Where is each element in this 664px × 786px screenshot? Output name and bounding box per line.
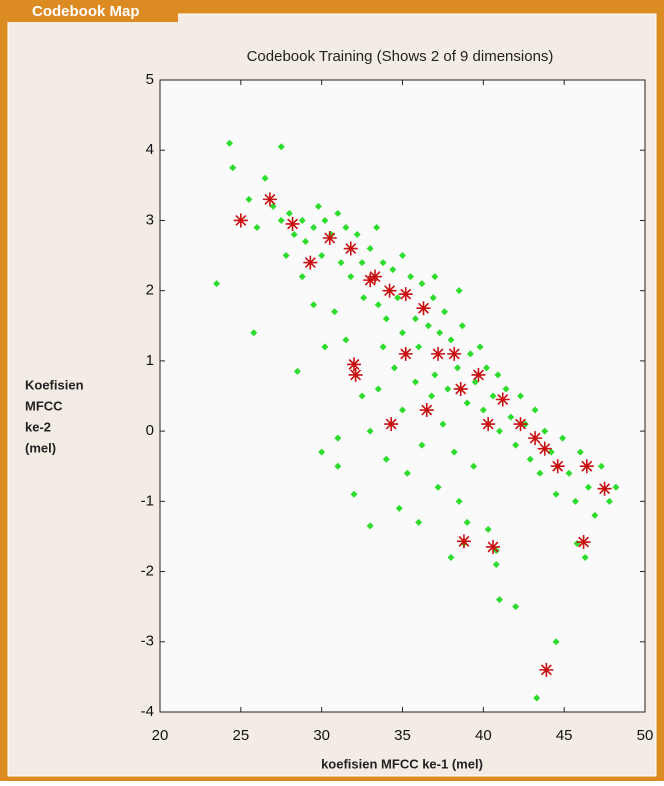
y-axis-label-line: MFCC — [25, 398, 63, 413]
y-tick-label: 3 — [146, 211, 154, 228]
codebook-point — [384, 417, 398, 431]
codebook-point — [420, 403, 434, 417]
codebook-point — [263, 192, 277, 206]
x-tick-label: 30 — [313, 727, 330, 744]
window: Codebook Map Codebook Training (Shows 2 … — [0, 0, 664, 781]
y-tick-label: 5 — [146, 71, 154, 88]
codebook-point — [383, 284, 397, 298]
y-axis-label-line: (mel) — [25, 440, 56, 455]
y-tick-label: -1 — [141, 492, 154, 509]
codebook-point — [431, 347, 445, 361]
codebook-point — [323, 231, 337, 245]
chart-title: Codebook Training (Shows 2 of 9 dimensio… — [247, 48, 554, 65]
x-tick-label: 40 — [475, 727, 492, 744]
codebook-point — [496, 393, 510, 407]
y-tick-label: -3 — [141, 633, 154, 650]
y-tick-label: 4 — [146, 141, 154, 158]
codebook-point — [286, 217, 300, 231]
y-axis-label-line: ke-2 — [25, 419, 51, 434]
codebook-point — [399, 347, 413, 361]
plot-area — [160, 80, 645, 712]
codebook-point — [347, 357, 361, 371]
window-title: Codebook Map — [32, 3, 140, 20]
x-tick-label: 50 — [637, 727, 654, 744]
codebook-point — [368, 270, 382, 284]
codebook-point — [454, 382, 468, 396]
codebook-point — [349, 368, 363, 382]
y-tick-label: 0 — [146, 422, 154, 439]
y-tick-label: -4 — [141, 703, 154, 720]
codebook-point — [344, 242, 358, 256]
codebook-point — [514, 417, 528, 431]
x-tick-label: 35 — [394, 727, 411, 744]
x-tick-label: 20 — [152, 727, 169, 744]
codebook-point — [486, 540, 500, 554]
codebook-point — [417, 301, 431, 315]
codebook-point — [234, 213, 248, 227]
codebook-point — [471, 368, 485, 382]
y-axis-label-line: Koefisien — [25, 377, 84, 392]
codebook-point — [481, 417, 495, 431]
x-tick-label: 25 — [232, 727, 249, 744]
codebook-point — [399, 287, 413, 301]
y-tick-label: 2 — [146, 282, 154, 299]
y-tick-label: -2 — [141, 563, 154, 580]
codebook-point — [538, 442, 552, 456]
page: Codebook Map Codebook Training (Shows 2 … — [0, 0, 664, 781]
codebook-point — [303, 256, 317, 270]
x-tick-label: 45 — [556, 727, 573, 744]
x-axis-label: koefisien MFCC ke-1 (mel) — [321, 756, 483, 771]
y-tick-label: 1 — [146, 352, 154, 369]
codebook-point — [447, 347, 461, 361]
